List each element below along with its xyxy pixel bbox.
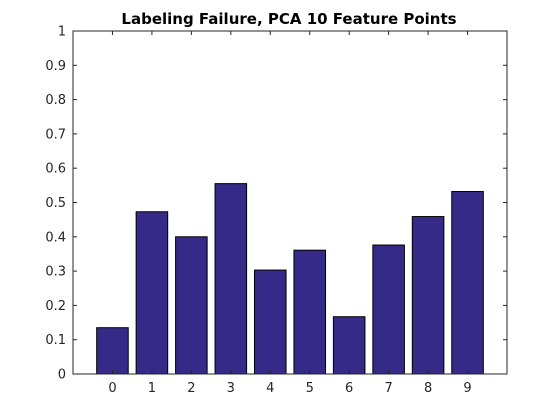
bar-3 xyxy=(214,183,248,375)
x-tick-label-0: 0 xyxy=(108,381,116,396)
x-tick-label-9: 9 xyxy=(463,381,471,396)
labels-layer: 0 1 2 3 4 5 6 7 8 9 0 0.1 0.2 0.3 0.4 0.5 0.6 0.7 0.8 0.9 1 xyxy=(45,25,471,397)
x-tick-label-8: 8 xyxy=(424,381,432,396)
y-tick-label-0.7: 0.7 xyxy=(45,127,66,142)
x-tick-label-2: 2 xyxy=(187,381,195,396)
bar-2 xyxy=(175,236,208,375)
bar-0 xyxy=(96,327,129,375)
y-tick-label-0.4: 0.4 xyxy=(45,230,66,245)
y-tick-label-0.2: 0.2 xyxy=(45,299,66,314)
bar-6 xyxy=(332,316,366,375)
x-tick-label-5: 5 xyxy=(306,381,314,396)
y-tick-label-0.9: 0.9 xyxy=(45,59,66,74)
y-tick-label-0: 0 xyxy=(58,368,66,383)
bar-9 xyxy=(451,191,484,375)
x-tick-label-7: 7 xyxy=(384,381,392,396)
x-tick-label-4: 4 xyxy=(266,381,274,396)
x-tick-label-1: 1 xyxy=(148,381,156,396)
y-tick-label-0.6: 0.6 xyxy=(45,162,66,177)
y-tick-label-0.5: 0.5 xyxy=(45,196,66,211)
y-tick-label-1: 1 xyxy=(58,25,66,40)
bar-1 xyxy=(135,211,169,375)
bar-8 xyxy=(411,216,445,375)
ticks-layer xyxy=(73,30,507,375)
bar-5 xyxy=(293,249,327,375)
x-tick-label-3: 3 xyxy=(227,381,235,396)
x-tick-label-6: 6 xyxy=(345,381,353,396)
bar-7 xyxy=(372,244,405,375)
y-tick-label-0.8: 0.8 xyxy=(45,93,66,108)
y-tick-label-0.1: 0.1 xyxy=(45,333,66,348)
bars-layer xyxy=(96,183,484,375)
chart-title: Labeling Failure, PCA 10 Feature Points xyxy=(121,10,456,28)
y-tick-label-0.3: 0.3 xyxy=(45,265,66,280)
bar-4 xyxy=(253,269,287,375)
